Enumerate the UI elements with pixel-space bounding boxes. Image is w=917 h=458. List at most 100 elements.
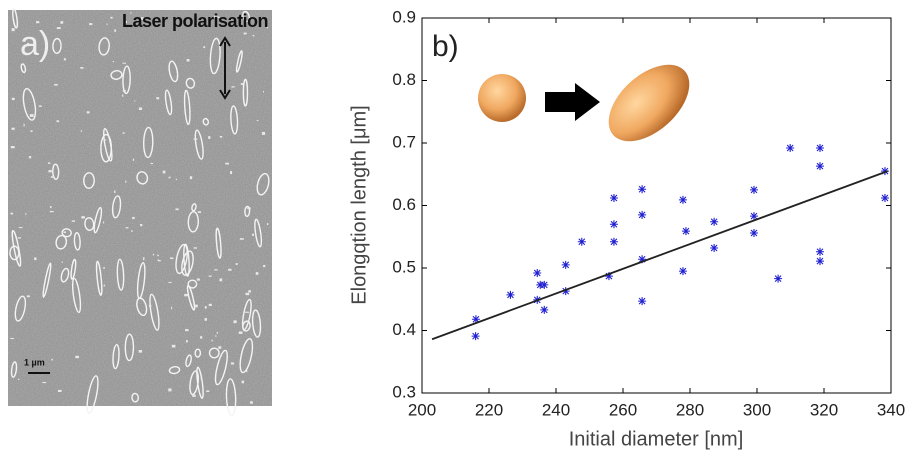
speck xyxy=(134,100,136,102)
speck xyxy=(266,26,268,29)
data-point xyxy=(681,227,690,236)
particle xyxy=(235,50,243,73)
data-point xyxy=(561,260,570,269)
y-tick-label: 0.4 xyxy=(392,320,416,339)
x-tick-label: 280 xyxy=(676,400,704,419)
particle xyxy=(52,37,62,55)
speck xyxy=(171,344,176,348)
x-tick-label: 240 xyxy=(542,400,570,419)
speck xyxy=(132,216,135,220)
particle xyxy=(187,279,198,289)
speck xyxy=(245,292,250,296)
speck xyxy=(184,293,188,297)
speck xyxy=(122,132,125,134)
y-tick-label: 0.7 xyxy=(392,132,416,151)
particle xyxy=(136,171,149,185)
particle xyxy=(111,195,122,219)
data-point xyxy=(533,269,542,277)
speck xyxy=(36,21,40,24)
speck xyxy=(10,145,15,149)
speck xyxy=(42,381,47,384)
particle xyxy=(61,228,72,238)
sphere xyxy=(478,74,526,122)
speck xyxy=(186,59,190,62)
data-point xyxy=(880,194,889,202)
speck xyxy=(266,223,269,226)
speck xyxy=(125,227,129,229)
speck xyxy=(238,331,243,334)
speck xyxy=(112,60,115,63)
x-tick-label: 340 xyxy=(877,400,905,419)
speck xyxy=(71,220,76,222)
speck xyxy=(208,275,212,277)
panel-label: a) xyxy=(20,25,50,63)
particle xyxy=(95,260,103,296)
speck xyxy=(75,355,79,359)
speck xyxy=(194,304,198,308)
speck xyxy=(175,208,179,211)
speck xyxy=(169,257,174,259)
data-point xyxy=(710,244,719,252)
particle xyxy=(71,277,82,314)
data-point xyxy=(638,297,647,306)
speck xyxy=(241,380,245,384)
speck xyxy=(89,23,93,26)
data-point xyxy=(815,247,824,256)
inset-illustration xyxy=(478,64,690,142)
speck xyxy=(63,231,66,234)
speck xyxy=(245,311,249,313)
speck xyxy=(132,158,135,161)
speck xyxy=(27,42,30,45)
data-point xyxy=(749,212,758,221)
data-point xyxy=(678,267,687,276)
particle xyxy=(209,37,221,75)
speck xyxy=(18,227,23,229)
speck xyxy=(233,320,237,324)
data-point xyxy=(638,255,647,264)
speck xyxy=(228,268,232,271)
particle xyxy=(183,89,191,126)
speck xyxy=(239,238,244,240)
speck xyxy=(255,272,259,275)
scale-bar-label: 1 µm xyxy=(24,357,45,367)
data-point xyxy=(604,272,613,281)
speck xyxy=(125,180,127,183)
particle xyxy=(12,8,19,29)
data-point xyxy=(609,194,618,202)
speck xyxy=(206,390,210,393)
particle xyxy=(256,172,270,196)
speck xyxy=(246,369,248,373)
speck xyxy=(219,278,223,282)
speck xyxy=(138,107,143,111)
speck xyxy=(250,401,253,404)
speck xyxy=(211,339,213,342)
speck xyxy=(86,111,90,114)
data-point xyxy=(749,185,758,194)
data-point xyxy=(540,280,549,289)
speck xyxy=(104,139,107,141)
particle xyxy=(10,361,18,378)
particle xyxy=(110,69,123,80)
speck xyxy=(123,20,127,24)
speck xyxy=(18,378,20,380)
data-point xyxy=(536,280,545,289)
speck xyxy=(231,86,235,88)
speck xyxy=(114,29,117,32)
speck xyxy=(214,15,216,18)
speck xyxy=(240,83,244,85)
particle xyxy=(254,218,263,248)
particle xyxy=(11,229,22,267)
speck xyxy=(215,335,217,337)
speck xyxy=(235,263,238,265)
speck xyxy=(54,83,58,86)
data-point xyxy=(815,144,824,152)
speck xyxy=(11,28,15,32)
data-point xyxy=(577,237,586,246)
speck xyxy=(196,278,200,281)
particle xyxy=(244,205,251,217)
data-point xyxy=(815,257,824,266)
particle xyxy=(42,262,52,298)
speck xyxy=(11,127,15,130)
speck xyxy=(193,138,198,140)
particle xyxy=(73,232,81,251)
